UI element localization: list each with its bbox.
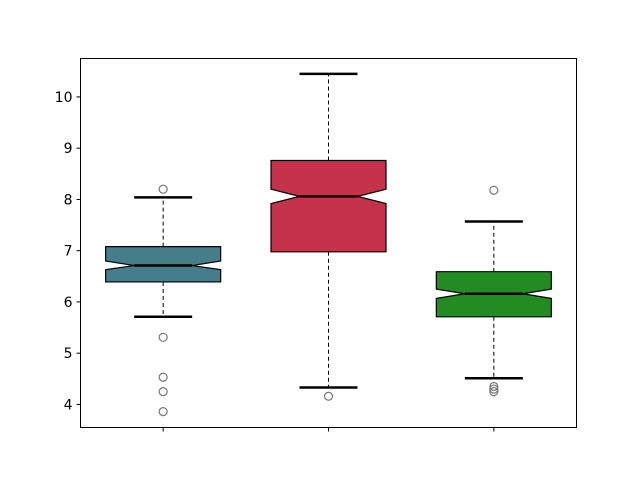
y-tick-label: 5	[64, 346, 73, 362]
y-tick-label: 4	[64, 397, 73, 413]
box-group-3	[435, 185, 552, 397]
y-tick-label: 7	[64, 244, 73, 260]
outlier-point	[158, 332, 168, 342]
box-body	[270, 159, 387, 253]
outlier-point	[489, 185, 499, 195]
y-tick-label: 10	[55, 90, 73, 106]
box-group-2	[270, 72, 387, 401]
outlier-point	[158, 184, 168, 194]
outlier-point	[158, 387, 168, 397]
box-body	[105, 245, 222, 283]
y-tick-label: 6	[64, 295, 73, 311]
box-group-1	[105, 184, 222, 417]
y-tick-label: 8	[64, 192, 73, 208]
outlier-point	[489, 384, 499, 394]
outlier-point	[489, 387, 499, 397]
outlier-point	[158, 372, 168, 382]
axes-frame	[80, 58, 577, 428]
outlier-point	[158, 407, 168, 417]
outlier-point	[323, 391, 334, 401]
y-tick-label: 9	[64, 141, 73, 157]
outlier-point	[489, 381, 499, 392]
